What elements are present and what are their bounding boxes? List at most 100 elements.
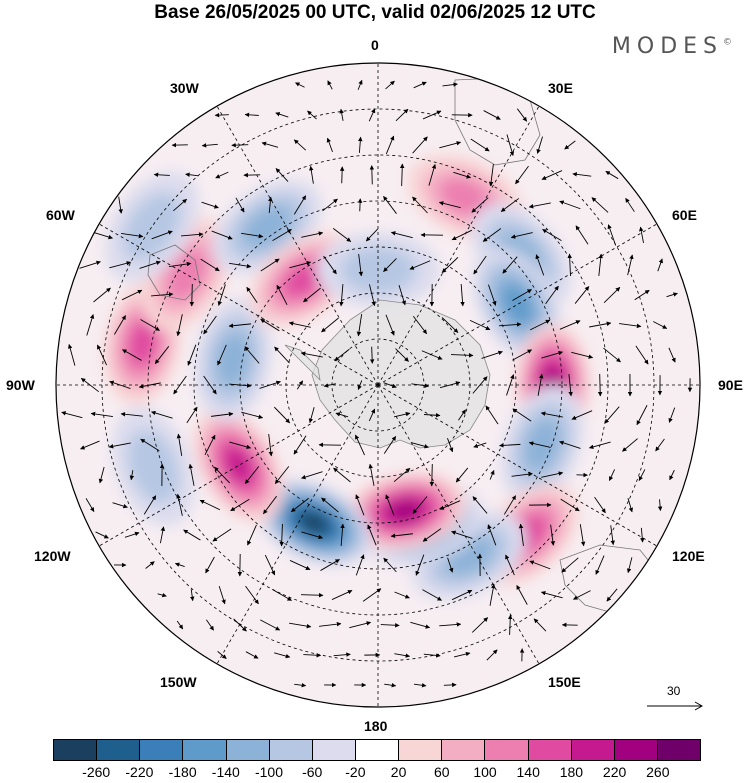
wind-arrow <box>108 442 131 449</box>
wind-arrow <box>300 351 323 358</box>
wind-arrow <box>356 314 363 337</box>
wind-arrow <box>268 434 274 457</box>
wind-arrow <box>268 196 273 213</box>
wind-arrow <box>483 110 501 120</box>
wind-arrow <box>500 198 520 212</box>
colorbar-tick-label: -260 <box>82 764 111 780</box>
wind-arrow <box>561 557 579 573</box>
wind-arrow <box>606 588 618 602</box>
wind-arrow <box>594 496 606 514</box>
lon-label-90w: 90W <box>6 377 35 393</box>
wind-arrow <box>339 166 345 184</box>
wind-arrow <box>124 531 140 538</box>
wind-arrow <box>385 314 395 336</box>
wind-arrow <box>541 350 564 359</box>
wind-arrow <box>541 170 563 180</box>
wind-arrow <box>355 494 365 516</box>
wind-arrow <box>453 171 472 179</box>
wind-arrow <box>512 289 532 301</box>
wind-arrow <box>412 196 428 214</box>
wind-arrow <box>333 652 351 657</box>
wind-arrow <box>279 523 284 547</box>
wind-arrow <box>451 530 473 539</box>
anomaly-center-9 <box>343 471 466 551</box>
wind-arrow <box>412 315 428 335</box>
lon-label-150e: 150E <box>548 674 581 690</box>
wind-arrow <box>636 405 648 426</box>
wind-arrow <box>319 621 342 627</box>
wind-arrow <box>383 436 397 454</box>
wind-arrow <box>176 620 184 630</box>
wind-arrow <box>173 198 188 212</box>
wind-arrow <box>412 136 428 154</box>
wind-arrow <box>424 412 441 418</box>
wind-arrow <box>272 229 292 241</box>
wind-arrow <box>218 585 226 605</box>
wind-arrow <box>235 197 245 213</box>
wind-arrow <box>67 343 76 366</box>
wind-arrow <box>181 232 204 237</box>
wind-arrow <box>289 622 312 629</box>
wind-arrow <box>607 224 617 246</box>
wind-arrow <box>274 346 290 364</box>
wind-arrow <box>203 315 217 335</box>
polar-map <box>55 62 701 708</box>
lon-label-90e: 90E <box>718 377 743 393</box>
wind-arrow <box>86 314 95 336</box>
wind-arrow <box>169 261 192 267</box>
wind-arrow <box>205 556 215 574</box>
colorbar-swatch-9 <box>399 740 443 760</box>
wind-arrow <box>639 226 644 244</box>
wind-arrow <box>295 82 305 88</box>
wind-arrow <box>114 315 126 335</box>
wind-arrow <box>229 262 252 269</box>
wind-arrow <box>293 139 307 151</box>
wind-arrow <box>510 232 533 239</box>
reference-vector-label: 30 <box>667 684 681 698</box>
wind-arrow <box>487 284 497 306</box>
wind-arrow <box>289 560 311 570</box>
wind-arrow <box>439 622 462 627</box>
wind-arrow <box>627 497 634 513</box>
wind-arrow <box>368 108 376 122</box>
colorbar-swatch-8 <box>355 740 400 760</box>
wind-arrow <box>604 406 620 424</box>
wind-arrow <box>412 496 428 514</box>
wind-arrow <box>176 314 183 337</box>
wind-arrow <box>215 171 229 179</box>
wind-arrow <box>189 589 195 602</box>
wind-arrow <box>571 351 594 359</box>
colorbar-swatch-10 <box>442 740 486 760</box>
wind-arrow <box>626 557 633 574</box>
colorbar-tick-label: 60 <box>434 764 450 780</box>
wind-arrow <box>515 165 529 185</box>
wind-arrow <box>470 138 490 152</box>
wind-arrow <box>559 440 581 449</box>
wind-arrow <box>529 319 551 331</box>
wind-arrow <box>640 527 645 543</box>
wind-arrow <box>121 289 143 301</box>
wind-arrow <box>383 258 397 272</box>
map-border <box>55 62 701 708</box>
colorbar <box>53 739 701 761</box>
wind-arrow <box>331 590 353 600</box>
wind-arrow <box>499 443 521 448</box>
wind-arrow <box>241 232 264 239</box>
wind-arrow <box>439 141 462 149</box>
wind-arrow <box>395 348 409 362</box>
wind-arrow <box>529 560 551 570</box>
wind-arrow <box>385 135 395 155</box>
wind-arrow <box>498 322 522 327</box>
wind-arrow <box>245 651 259 659</box>
wind-arrow <box>574 286 590 304</box>
colorbar-tick-label: -140 <box>211 764 240 780</box>
wind-arrow <box>390 533 413 539</box>
wind-arrow <box>301 231 324 238</box>
wind-arrow <box>362 588 382 602</box>
wind-arrow <box>301 531 324 540</box>
wind-arrow <box>438 201 461 209</box>
wind-arrow <box>323 255 337 275</box>
wind-arrow <box>91 231 113 240</box>
wind-arrow <box>95 531 109 539</box>
wind-arrow <box>428 164 437 186</box>
